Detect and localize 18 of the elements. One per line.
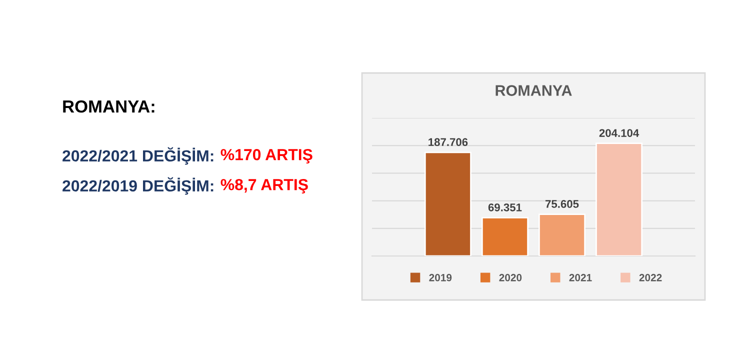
text: ROMANYA: [63,100,154,113]
data-label: 204.104 [599,129,640,137]
data-label: 69.351 [488,203,522,212]
data-label: 187.706 [428,138,468,146]
bar [481,217,528,256]
legend-label: 2019 [429,274,452,282]
text: %8,7 ARTIŞ [220,178,308,194]
text: 2022/2021 DEĞİŞİM: [62,147,214,165]
legend-label: 2021 [569,274,592,282]
legend-label: 2020 [499,274,522,282]
text: %170 ARTIŞ [220,148,312,164]
bar [596,142,643,256]
chart-title: ROMANYA [496,85,572,96]
data-label: 75.605 [546,200,579,208]
text: 2022/2019 DEĞİŞİM: [62,177,214,195]
legend-label: 2022 [639,274,662,282]
bar [538,214,586,256]
bar [424,152,472,256]
